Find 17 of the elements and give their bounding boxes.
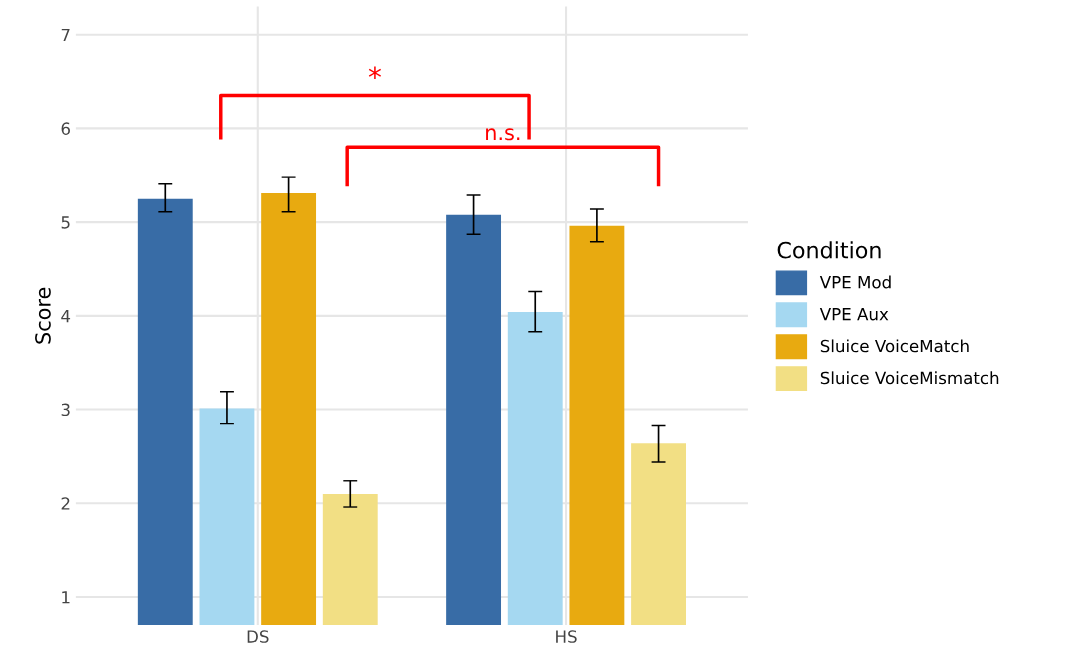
legend-label: VPE Mod	[819, 275, 891, 289]
y-tick-label: 6	[61, 122, 70, 135]
legend-label: Sluice VoiceMismatch	[820, 371, 999, 385]
annotation: *	[368, 66, 382, 80]
y-tick-label: 1	[62, 591, 70, 604]
annotation: n.s.	[486, 128, 520, 141]
x-tick-label: DS	[247, 630, 269, 643]
y-tick-label: 7	[61, 28, 70, 42]
y-tick-label: 4	[61, 310, 71, 323]
y-axis-title: Score	[35, 287, 51, 344]
y-tick-label: 5	[61, 216, 70, 229]
legend-title: Condition	[777, 241, 881, 259]
y-tick-label: 2	[61, 497, 70, 510]
x-tick-label: HS	[556, 630, 577, 643]
legend-label: Sluice VoiceMatch	[820, 339, 969, 353]
legend-label: VPE Aux	[819, 308, 889, 321]
y-tick-label: 3	[61, 403, 70, 417]
